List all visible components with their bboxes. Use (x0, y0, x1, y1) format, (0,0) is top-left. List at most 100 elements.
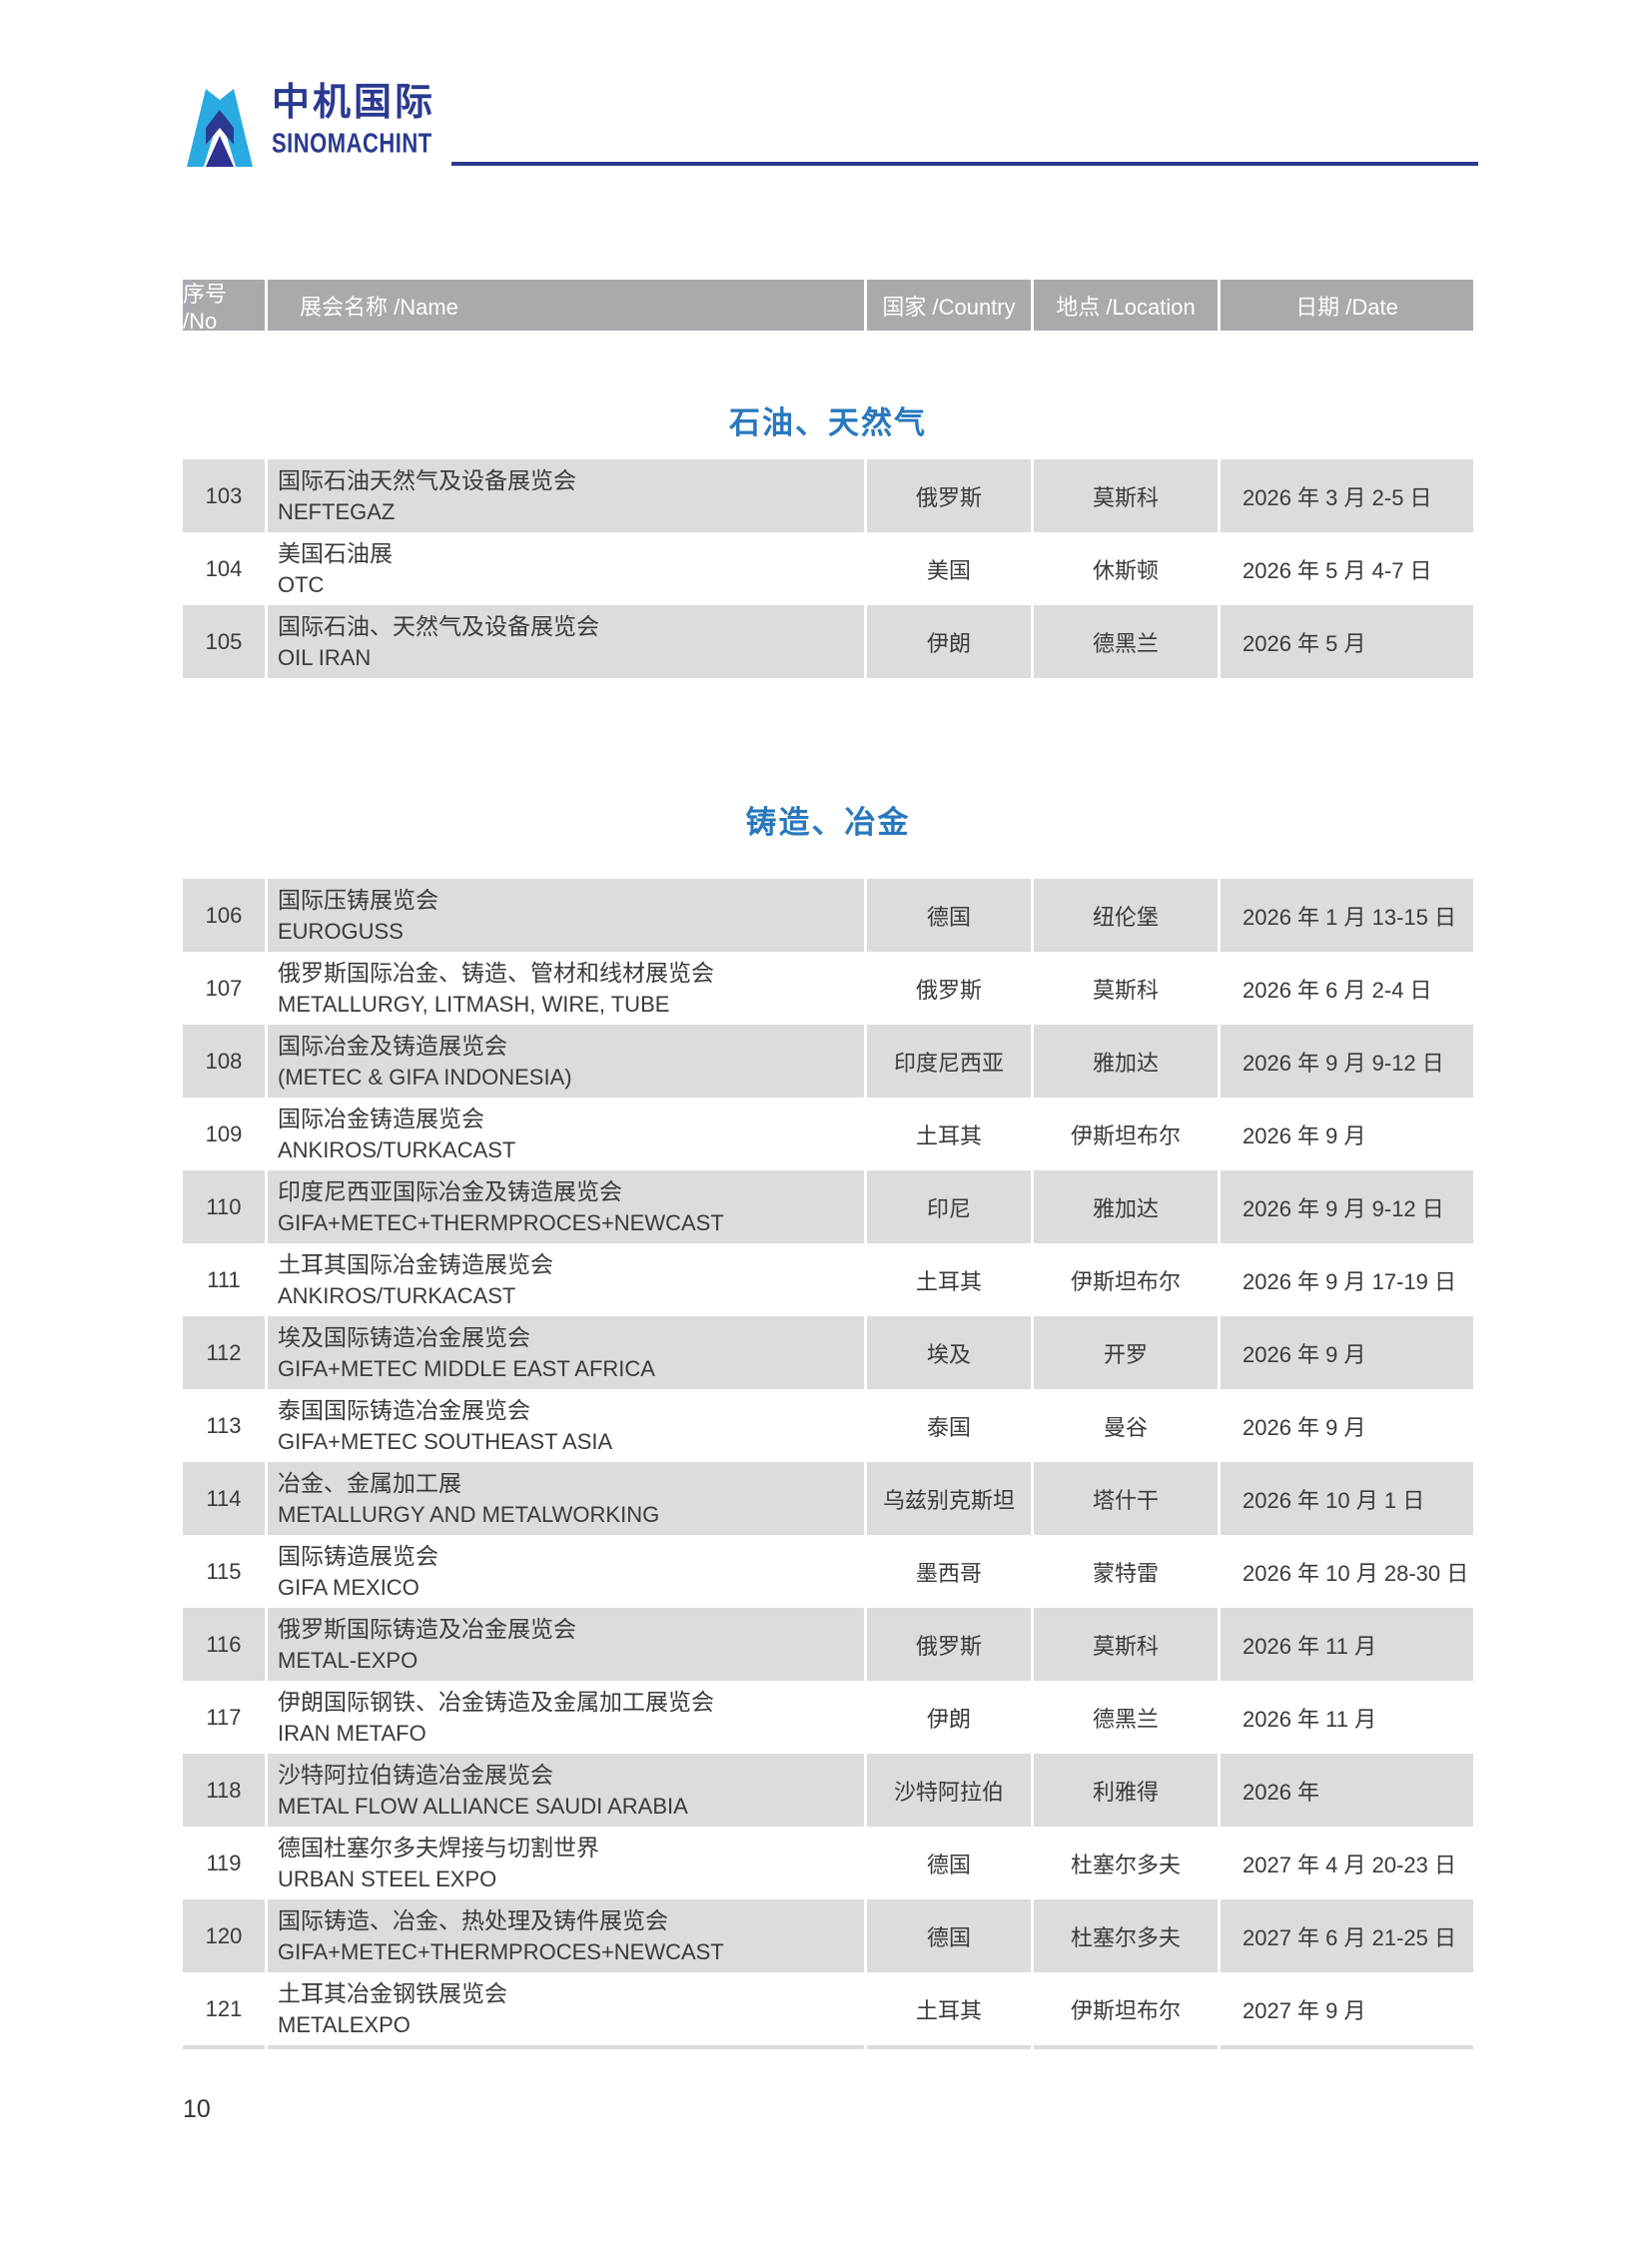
country: 墨西哥 (867, 1535, 1034, 1608)
table-row: 119 德国杜塞尔多夫焊接与切割世界 URBAN STEEL EXPO 德国 杜… (183, 1827, 1473, 1899)
location: 杜塞尔多夫 (1034, 1899, 1221, 1972)
exhibition-name-cn: 国际冶金铸造展览会 (278, 1105, 484, 1131)
date: 2026 年 9 月 17-19 日 (1221, 1243, 1473, 1316)
exhibition-name: 伊朗国际钢铁、冶金铸造及金属加工展览会 IRAN METAFO (268, 1681, 867, 1754)
exhibition-name-cn: 美国石油展 (278, 539, 393, 566)
exhibition-name: 沙特阿拉伯铸造冶金展览会 METAL FLOW ALLIANCE SAUDI A… (268, 1754, 867, 1827)
country: 伊朗 (867, 1681, 1034, 1754)
location: 纽伦堡 (1034, 879, 1221, 952)
row-number: 119 (183, 1827, 268, 1899)
table-row: 104 美国石油展 OTC 美国 休斯顿 2026 年 5 月 4-7 日 (183, 532, 1473, 605)
date: 2026 年 10 月 28-30 日 (1221, 1535, 1473, 1608)
exhibition-name: 俄罗斯国际铸造及冶金展览会 METAL-EXPO (268, 1608, 867, 1681)
exhibition-name-en: METAL-EXPO (278, 1647, 418, 1673)
logo-text-en: SINOMACHINT (272, 127, 432, 159)
header-cell-date: 日期 /Date (1221, 280, 1473, 331)
exhibition-name-en: URBAN STEEL EXPO (278, 1866, 497, 1891)
row-number: 117 (183, 1681, 268, 1754)
section-title-oil-gas: 石油、天然气 (729, 405, 927, 440)
table-row: 105 国际石油、天然气及设备展览会 OIL IRAN 伊朗 德黑兰 2026 … (183, 605, 1473, 678)
exhibition-name: 印度尼西亚国际冶金及铸造展览会 GIFA+METEC+THERMPROCES+N… (268, 1170, 867, 1243)
location: 德黑兰 (1034, 1681, 1221, 1754)
row-number: 120 (183, 1899, 268, 1972)
date: 2026 年 3 月 2-5 日 (1221, 459, 1473, 532)
table-row: 109 国际冶金铸造展览会 ANKIROS/TURKACAST 土耳其 伊斯坦布… (183, 1098, 1473, 1170)
location: 雅加达 (1034, 1170, 1221, 1243)
exhibition-name-en: GIFA+METEC+THERMPROCES+NEWCAST (278, 1209, 724, 1235)
location: 莫斯科 (1034, 459, 1221, 532)
location: 利雅得 (1034, 1754, 1221, 1827)
row-number: 112 (183, 1316, 268, 1389)
country: 土耳其 (867, 1098, 1034, 1170)
location: 休斯顿 (1034, 532, 1221, 605)
location: 伊斯坦布尔 (1034, 1243, 1221, 1316)
exhibition-name-en: ANKIROS/TURKACAST (278, 1282, 516, 1308)
country: 伊朗 (867, 605, 1034, 678)
location: 杜塞尔多夫 (1034, 1827, 1221, 1899)
row-number: 115 (183, 1535, 268, 1608)
exhibition-name-cn: 伊朗国际钢铁、冶金铸造及金属加工展览会 (278, 1688, 714, 1715)
exhibition-name: 国际石油天然气及设备展览会 NEFTEGAZ (268, 459, 867, 532)
date: 2026 年 11 月 (1221, 1608, 1473, 1681)
exhibition-name: 埃及国际铸造冶金展览会 GIFA+METEC MIDDLE EAST AFRIC… (268, 1316, 867, 1389)
location: 伊斯坦布尔 (1034, 1972, 1221, 2045)
country: 印度尼西亚 (867, 1025, 1034, 1098)
exhibition-name-en: IRAN METAFO (278, 1720, 426, 1746)
date: 2027 年 4 月 20-23 日 (1221, 1827, 1473, 1899)
row-number: 111 (183, 1243, 268, 1316)
country: 德国 (867, 879, 1034, 952)
location: 蒙特雷 (1034, 1535, 1221, 1608)
table-row: 121 土耳其冶金钢铁展览会 METALEXPO 土耳其 伊斯坦布尔 2027 … (183, 1972, 1473, 2045)
header-cell-country: 国家 /Country (867, 280, 1034, 331)
exhibition-name-cn: 俄罗斯国际冶金、铸造、管材和线材展览会 (278, 959, 714, 986)
country: 美国 (867, 532, 1034, 605)
logo-text-cn: 中机国际 (272, 82, 436, 124)
exhibition-name-cn: 国际石油、天然气及设备展览会 (278, 612, 599, 639)
exhibition-name-cn: 国际压铸展览会 (278, 886, 438, 913)
header-cell-no: 序号 /No (183, 280, 268, 334)
exhibition-name-cn: 埃及国际铸造冶金展览会 (278, 1323, 530, 1350)
date: 2026 年 5 月 4-7 日 (1221, 532, 1473, 605)
row-number: 110 (183, 1170, 268, 1243)
exhibition-name-cn: 俄罗斯国际铸造及冶金展览会 (278, 1615, 576, 1642)
table-row: 112 埃及国际铸造冶金展览会 GIFA+METEC MIDDLE EAST A… (183, 1316, 1473, 1389)
exhibition-name-cn: 国际冶金及铸造展览会 (278, 1032, 507, 1059)
table-row: 108 国际冶金及铸造展览会 (METEC & GIFA INDONESIA) … (183, 1025, 1473, 1098)
exhibition-name: 美国石油展 OTC (268, 532, 867, 605)
table-row: 117 伊朗国际钢铁、冶金铸造及金属加工展览会 IRAN METAFO 伊朗 德… (183, 1681, 1473, 1754)
exhibition-name-cn: 沙特阿拉伯铸造冶金展览会 (278, 1761, 553, 1788)
exhibition-name-cn: 国际铸造展览会 (278, 1542, 438, 1569)
date: 2026 年 9 月 (1221, 1098, 1473, 1170)
exhibition-name-en: GIFA+METEC SOUTHEAST ASIA (278, 1428, 613, 1454)
location: 德黑兰 (1034, 605, 1221, 678)
exhibition-name: 土耳其国际冶金铸造展览会 ANKIROS/TURKACAST (268, 1243, 867, 1316)
exhibition-name-cn: 泰国国际铸造冶金展览会 (278, 1396, 530, 1423)
date: 2026 年 9 月 9-12 日 (1221, 1170, 1473, 1243)
exhibition-name-cn: 国际石油天然气及设备展览会 (278, 466, 576, 493)
table-row: 118 沙特阿拉伯铸造冶金展览会 METAL FLOW ALLIANCE SAU… (183, 1754, 1473, 1827)
date: 2026 年 9 月 (1221, 1316, 1473, 1389)
date: 2027 年 9 月 (1221, 1972, 1473, 2045)
exhibition-name-cn: 德国杜塞尔多夫焊接与切割世界 (278, 1834, 599, 1861)
exhibition-name-en: METALEXPO (278, 2011, 411, 2037)
location: 塔什干 (1034, 1462, 1221, 1535)
exhibition-name: 国际铸造、冶金、热处理及铸件展览会 GIFA+METEC+THERMPROCES… (268, 1899, 867, 1972)
country: 俄罗斯 (867, 952, 1034, 1025)
location: 莫斯科 (1034, 1608, 1221, 1681)
exhibition-name-en: NEFTEGAZ (278, 498, 396, 524)
header-cell-name: 展会名称 /Name (268, 280, 867, 331)
exhibition-name: 国际冶金及铸造展览会 (METEC & GIFA INDONESIA) (268, 1025, 867, 1098)
table-row: 106 国际压铸展览会 EUROGUSS 德国 纽伦堡 2026 年 1 月 1… (183, 879, 1473, 952)
table-header: 序号 /No 展会名称 /Name 国家 /Country 地点 /Locati… (183, 280, 1473, 334)
exhibition-name: 土耳其冶金钢铁展览会 METALEXPO (268, 1972, 867, 2045)
table-row: 110 印度尼西亚国际冶金及铸造展览会 GIFA+METEC+THERMPROC… (183, 1170, 1473, 1243)
location: 曼谷 (1034, 1389, 1221, 1462)
exhibition-name-en: OIL IRAN (278, 644, 372, 670)
table-row: 115 国际铸造展览会 GIFA MEXICO 墨西哥 蒙特雷 2026 年 1… (183, 1535, 1473, 1608)
row-number: 109 (183, 1098, 268, 1170)
section-title-casting-metallurgy: 铸造、冶金 (745, 805, 911, 840)
sinomachint-logo-icon (187, 89, 253, 167)
country: 沙特阿拉伯 (867, 1754, 1034, 1827)
date: 2026 年 5 月 (1221, 605, 1473, 678)
date: 2027 年 6 月 21-25 日 (1221, 1899, 1473, 1972)
